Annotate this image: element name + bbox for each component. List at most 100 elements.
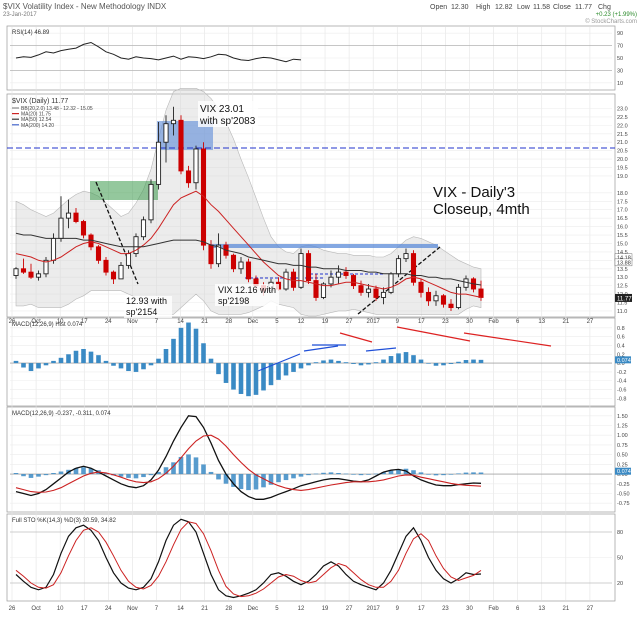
macd-hist-bar — [201, 464, 206, 475]
macd-hist-bar — [148, 474, 154, 476]
y-tick-label: 0.0 — [617, 361, 625, 367]
candle-body — [388, 273, 394, 293]
candle-body — [343, 271, 349, 276]
y-tick-label: 10 — [617, 81, 623, 87]
y-tick-label: -0.4 — [617, 379, 626, 385]
date-tick-bottom: 28 — [225, 606, 232, 612]
rsi-panel — [6, 25, 616, 91]
resistance-highlight — [210, 244, 438, 248]
candle-body — [230, 254, 237, 270]
date-tick-price: 28 — [225, 319, 232, 325]
date-tick-price: 9 — [396, 319, 400, 325]
y-tick-label: 20 — [617, 581, 623, 587]
y-tick-label: 22.5 — [617, 115, 628, 121]
histogram-bar — [336, 360, 341, 364]
date-tick-bottom: 17 — [81, 606, 88, 612]
histogram-bar — [178, 327, 184, 364]
y-tick-label: 17.0 — [617, 208, 628, 214]
macd-hist-bar — [253, 474, 259, 490]
macd-hist-bar — [141, 474, 146, 478]
date-tick-price: Nov — [127, 319, 138, 325]
macd-hist-bar — [21, 474, 26, 477]
macd-hist-bar — [81, 467, 86, 475]
chart-headline-2: Closeup, 4mth — [433, 201, 530, 218]
close-value: 11.77 — [575, 4, 592, 11]
macd-hist-bar — [373, 473, 379, 475]
histogram-bar — [238, 363, 244, 394]
macd-last-value: 0.074 — [617, 469, 631, 475]
histogram-bar — [403, 352, 409, 364]
y-tick-label: 0.2 — [617, 352, 625, 358]
vix-high-label-bg — [198, 101, 258, 127]
histogram-bar — [111, 363, 116, 366]
macd-hist-bar — [471, 472, 476, 475]
y-tick-label: 22.0 — [617, 123, 628, 129]
histogram-bar — [88, 351, 94, 364]
macd-hist-bar — [133, 474, 139, 479]
histogram-bar — [156, 358, 161, 364]
date-tick-price: 6 — [516, 319, 520, 325]
macd-hist-bar — [388, 470, 394, 475]
histogram-bar — [126, 363, 131, 372]
macd-hist-bar — [88, 468, 94, 475]
histogram-bar — [306, 363, 311, 366]
date-tick-price: 5 — [275, 319, 279, 325]
histogram-bar — [231, 363, 236, 390]
open-value: 12.30 — [451, 4, 469, 11]
histogram-bar — [208, 358, 214, 364]
oct-low-label-bg — [124, 296, 172, 318]
y-tick-label: 0.00 — [617, 472, 628, 478]
candle-body — [365, 288, 372, 293]
histogram-bar — [81, 348, 86, 364]
histogram-bar — [36, 363, 41, 369]
chg-label: Chg — [598, 4, 611, 11]
candle-body — [73, 212, 79, 222]
legend-entry: MA(20) 11.75 — [21, 112, 51, 118]
hist-title: MACD(12,26,9) Hist 0.074 — [12, 322, 83, 328]
candle-body — [103, 259, 109, 273]
low-value: 11.58 — [533, 4, 550, 11]
close-label: Close — [553, 4, 571, 11]
date-tick-price: 21 — [201, 319, 208, 325]
date-tick-bottom: 14 — [177, 606, 184, 612]
y-tick-label: 70 — [617, 44, 623, 50]
histogram-bar — [381, 359, 386, 364]
histogram-bar — [313, 362, 319, 364]
histogram-bar — [133, 363, 139, 372]
macd-hist-bar — [261, 474, 266, 488]
gap-zone-highlight — [90, 181, 158, 200]
y-tick-label: 1.25 — [617, 423, 628, 429]
histogram-bar — [441, 363, 446, 366]
y-tick-label: 19.0 — [617, 174, 628, 180]
histogram-bar — [58, 357, 64, 364]
histogram-bar — [343, 362, 349, 364]
histogram-bar — [141, 363, 146, 370]
y-tick-label: 14.5 — [617, 250, 628, 256]
candle-body — [290, 271, 297, 288]
macd-hist-bar — [28, 474, 34, 478]
candle-body — [298, 253, 304, 288]
y-tick-label: 1.00 — [617, 433, 628, 439]
candle-body — [125, 253, 132, 266]
last-price-value: 11.77 — [617, 296, 632, 302]
sto-k-line — [15, 518, 482, 599]
y-tick-label: 0.8 — [617, 326, 625, 332]
y-tick-label: 18.0 — [617, 191, 628, 197]
macd-hist-bar — [351, 474, 356, 475]
candle-body — [35, 273, 42, 278]
legend-entry: MA(200) 14.20 — [21, 123, 54, 129]
macd-hist-bar — [366, 474, 371, 475]
histogram-bar — [43, 363, 49, 366]
histogram-bar — [148, 363, 154, 366]
dec-low-sp-label: sp'2198 — [218, 296, 249, 306]
candle-body — [80, 221, 87, 236]
macd-hist-bar — [448, 474, 454, 475]
candle-body — [440, 295, 447, 305]
histogram-bar — [216, 363, 221, 375]
date-tick-bottom: Dec — [247, 606, 258, 612]
date-tick-bottom: 5 — [275, 606, 279, 612]
last-price-tag — [615, 293, 632, 302]
histogram-bar — [171, 338, 176, 364]
candle-body — [328, 276, 334, 285]
histogram-bar — [51, 360, 56, 364]
